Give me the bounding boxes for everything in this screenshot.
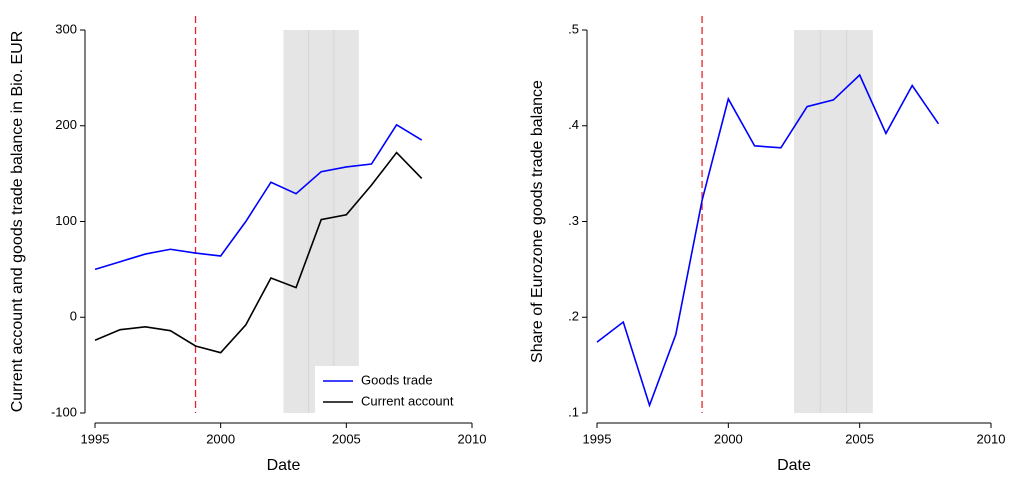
- x-tick-label: 2010: [977, 431, 1006, 446]
- y-axis-label: Current account and goods trade balance …: [9, 31, 26, 413]
- x-axis-label: Date: [267, 457, 301, 474]
- data-line: [94, 151, 423, 354]
- data-line: [94, 123, 423, 271]
- y-tick-label: .3: [568, 213, 579, 228]
- y-tick-label: 100: [55, 213, 77, 228]
- y-tick-label: .4: [568, 117, 579, 132]
- legend-box: [315, 366, 472, 413]
- x-tick-label: 1995: [81, 431, 110, 446]
- legend-label: Current account: [361, 393, 454, 408]
- y-tick-label: .1: [568, 404, 579, 419]
- shaded-region: [794, 30, 873, 413]
- y-tick-label: -100: [51, 404, 77, 419]
- y-tick-label: 300: [55, 21, 77, 36]
- x-tick-label: 1995: [583, 431, 612, 446]
- data-line: [596, 73, 940, 408]
- y-tick-label: 200: [55, 117, 77, 132]
- x-tick-label: 2000: [206, 431, 235, 446]
- y-tick-label: .2: [568, 309, 579, 324]
- x-tick-label: 2005: [332, 431, 361, 446]
- x-tick-label: 2005: [845, 431, 874, 446]
- y-tick-label: 0: [70, 309, 77, 324]
- x-tick-label: 2000: [714, 431, 743, 446]
- y-tick-label: .5: [568, 21, 579, 36]
- x-axis-label: Date: [777, 457, 811, 474]
- legend-label: Goods trade: [361, 372, 433, 387]
- x-tick-label: 2010: [458, 431, 487, 446]
- y-axis-label: Share of Eurozone goods trade balance: [529, 80, 546, 363]
